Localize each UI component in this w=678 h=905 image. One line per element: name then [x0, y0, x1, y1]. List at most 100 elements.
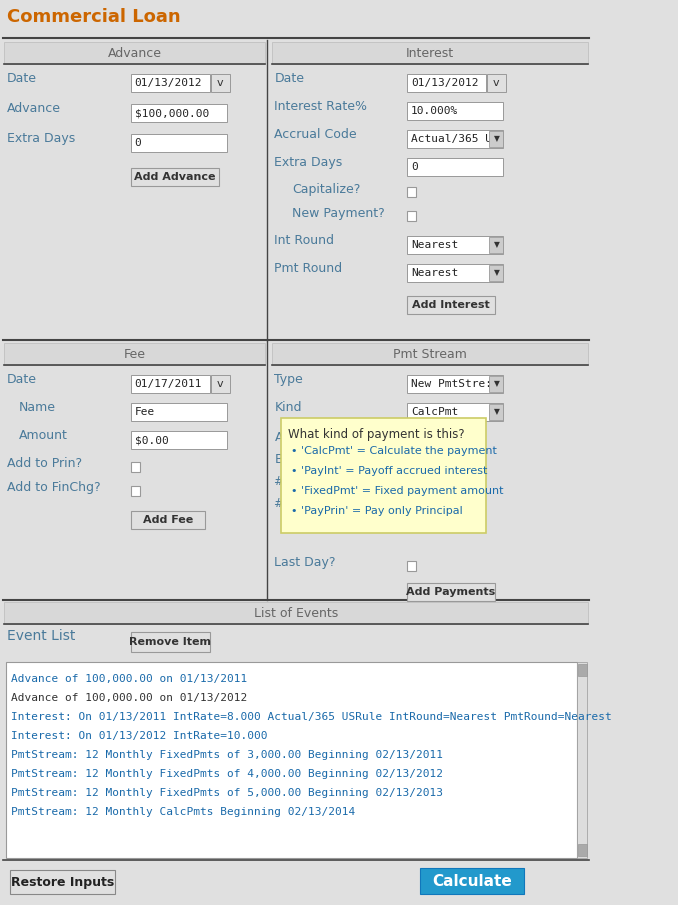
- Text: 0: 0: [135, 138, 141, 148]
- Text: New Payment?: New Payment?: [292, 206, 384, 220]
- Bar: [6, 662, 577, 858]
- Bar: [577, 662, 587, 858]
- Text: Event List: Event List: [7, 629, 75, 643]
- Text: Be: Be: [275, 452, 291, 465]
- Text: Fee: Fee: [135, 407, 155, 417]
- Text: Remove Item: Remove Item: [129, 637, 212, 647]
- Bar: [407, 130, 504, 148]
- Text: Int Round: Int Round: [275, 233, 334, 246]
- Bar: [131, 74, 210, 92]
- Text: Am: Am: [275, 431, 295, 443]
- Bar: [407, 561, 416, 571]
- Text: Actual/365 US: Actual/365 US: [411, 134, 498, 144]
- Text: CalcPmt: CalcPmt: [411, 407, 458, 417]
- Bar: [407, 187, 416, 197]
- Bar: [211, 74, 230, 92]
- Bar: [407, 403, 504, 421]
- Text: Advance: Advance: [7, 101, 61, 115]
- Text: Date: Date: [7, 71, 37, 84]
- Bar: [272, 343, 589, 365]
- Text: Advance of 100,000.00 on 01/13/2012: Advance of 100,000.00 on 01/13/2012: [12, 693, 247, 703]
- Bar: [281, 418, 486, 533]
- Bar: [10, 870, 115, 894]
- Text: ▼: ▼: [494, 407, 500, 416]
- Text: Last Day?: Last Day?: [275, 556, 336, 568]
- Bar: [407, 74, 486, 92]
- Text: $100,000.00: $100,000.00: [135, 108, 209, 118]
- Text: ▼: ▼: [494, 379, 500, 388]
- Bar: [490, 404, 502, 420]
- Bar: [407, 102, 504, 120]
- Bar: [407, 583, 495, 601]
- Bar: [4, 42, 265, 64]
- Text: Commercial Loan: Commercial Loan: [7, 8, 180, 26]
- Text: What kind of payment is this?: What kind of payment is this?: [287, 428, 464, 441]
- Text: v: v: [217, 379, 224, 389]
- Bar: [407, 296, 495, 314]
- Text: 01/13/2012: 01/13/2012: [411, 78, 478, 88]
- Bar: [407, 264, 504, 282]
- Bar: [131, 375, 210, 393]
- Text: Advance of 100,000.00 on 01/13/2011: Advance of 100,000.00 on 01/13/2011: [12, 674, 247, 684]
- Text: PmtStream: 12 Monthly CalcPmts Beginning 02/13/2014: PmtStream: 12 Monthly CalcPmts Beginning…: [12, 807, 356, 817]
- Bar: [487, 74, 506, 92]
- Text: PmtStream: 12 Monthly FixedPmts of 3,000.00 Beginning 02/13/2011: PmtStream: 12 Monthly FixedPmts of 3,000…: [12, 750, 443, 760]
- Text: • 'CalcPmt' = Calculate the payment: • 'CalcPmt' = Calculate the payment: [291, 446, 497, 456]
- Text: • 'FixedPmt' = Fixed payment amount: • 'FixedPmt' = Fixed payment amount: [291, 486, 504, 496]
- Text: Type: Type: [275, 373, 303, 386]
- Text: 0: 0: [411, 162, 418, 172]
- Bar: [490, 237, 502, 253]
- Bar: [407, 375, 504, 393]
- Bar: [131, 511, 205, 529]
- Text: # c: # c: [275, 474, 296, 488]
- Text: PmtStream: 12 Monthly FixedPmts of 4,000.00 Beginning 02/13/2012: PmtStream: 12 Monthly FixedPmts of 4,000…: [12, 769, 443, 779]
- Text: Add Advance: Add Advance: [134, 172, 216, 182]
- Bar: [420, 868, 525, 894]
- Text: ▼: ▼: [494, 241, 500, 250]
- Text: Nearest: Nearest: [411, 268, 458, 278]
- Text: # P: # P: [275, 497, 296, 510]
- Text: Interest Rate%: Interest Rate%: [275, 100, 367, 112]
- Text: Interest: On 01/13/2012 IntRate=10.000: Interest: On 01/13/2012 IntRate=10.000: [12, 731, 268, 741]
- Text: New PmtStre:: New PmtStre:: [411, 379, 492, 389]
- Bar: [578, 844, 586, 856]
- Text: Restore Inputs: Restore Inputs: [12, 875, 115, 889]
- Bar: [490, 265, 502, 281]
- Text: PmtStream: 12 Monthly FixedPmts of 5,000.00 Beginning 02/13/2013: PmtStream: 12 Monthly FixedPmts of 5,000…: [12, 788, 443, 798]
- Text: List of Events: List of Events: [254, 606, 338, 620]
- Text: 01/13/2012: 01/13/2012: [135, 78, 202, 88]
- Bar: [131, 486, 140, 496]
- Bar: [490, 376, 502, 392]
- Text: Kind: Kind: [275, 401, 302, 414]
- Text: Pmt Round: Pmt Round: [275, 262, 342, 274]
- Bar: [131, 431, 227, 449]
- Text: Interest: Interest: [406, 46, 454, 60]
- Text: Nearest: Nearest: [411, 240, 458, 250]
- Text: v: v: [217, 78, 224, 88]
- Text: Calculate: Calculate: [432, 873, 512, 889]
- Bar: [131, 403, 227, 421]
- Text: Fee: Fee: [123, 348, 146, 360]
- Bar: [131, 104, 227, 122]
- Bar: [578, 664, 586, 676]
- Bar: [211, 375, 230, 393]
- Text: Interest: On 01/13/2011 IntRate=8.000 Actual/365 USRule IntRound=Nearest PmtRoun: Interest: On 01/13/2011 IntRate=8.000 Ac…: [12, 712, 612, 722]
- Bar: [4, 602, 589, 624]
- Text: Accrual Code: Accrual Code: [275, 128, 357, 140]
- Bar: [131, 134, 227, 152]
- Bar: [407, 211, 416, 221]
- Text: Date: Date: [275, 71, 304, 84]
- Bar: [272, 42, 589, 64]
- Text: Date: Date: [7, 373, 37, 386]
- Text: Name: Name: [19, 401, 56, 414]
- Text: Add to Prin?: Add to Prin?: [7, 456, 82, 470]
- Text: • 'PayInt' = Payoff accrued interest: • 'PayInt' = Payoff accrued interest: [291, 466, 487, 476]
- Bar: [131, 632, 210, 652]
- Text: • 'PayPrin' = Pay only Principal: • 'PayPrin' = Pay only Principal: [291, 506, 463, 516]
- Text: Amount: Amount: [19, 428, 68, 442]
- Text: $0.00: $0.00: [135, 435, 168, 445]
- Bar: [3, 861, 589, 905]
- Bar: [131, 168, 218, 186]
- Text: Add Interest: Add Interest: [412, 300, 490, 310]
- Text: ▼: ▼: [494, 135, 500, 144]
